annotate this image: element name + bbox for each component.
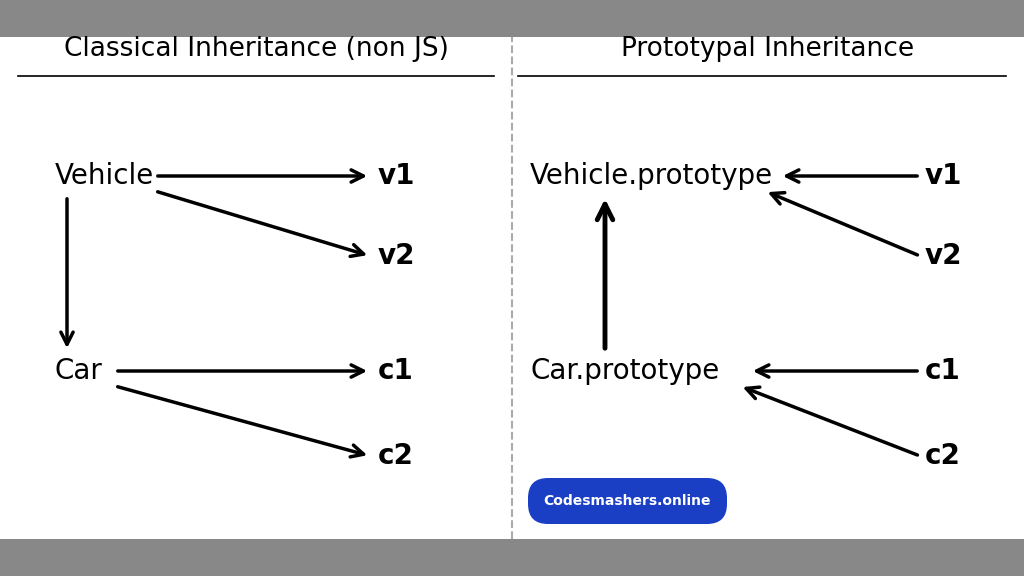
Text: c2: c2 bbox=[925, 442, 961, 470]
Text: Classical Inheritance (non JS): Classical Inheritance (non JS) bbox=[63, 36, 449, 62]
FancyBboxPatch shape bbox=[528, 478, 727, 524]
Text: v1: v1 bbox=[925, 162, 963, 190]
Text: c2: c2 bbox=[378, 442, 414, 470]
Text: Prototypal Inheritance: Prototypal Inheritance bbox=[622, 36, 914, 62]
Text: c1: c1 bbox=[925, 357, 961, 385]
Bar bbox=[0, 539, 1024, 576]
Text: Car: Car bbox=[55, 357, 102, 385]
Text: Car.prototype: Car.prototype bbox=[530, 357, 719, 385]
Bar bbox=[0, 37, 512, 539]
Text: v2: v2 bbox=[925, 242, 963, 270]
Bar bbox=[0, 0, 1024, 37]
Text: v1: v1 bbox=[378, 162, 416, 190]
Bar bbox=[512, 37, 1024, 539]
Text: v2: v2 bbox=[378, 242, 416, 270]
Text: Codesmashers.online: Codesmashers.online bbox=[544, 494, 712, 508]
Text: Vehicle.prototype: Vehicle.prototype bbox=[530, 162, 773, 190]
Text: c1: c1 bbox=[378, 357, 414, 385]
Text: Vehicle: Vehicle bbox=[55, 162, 155, 190]
